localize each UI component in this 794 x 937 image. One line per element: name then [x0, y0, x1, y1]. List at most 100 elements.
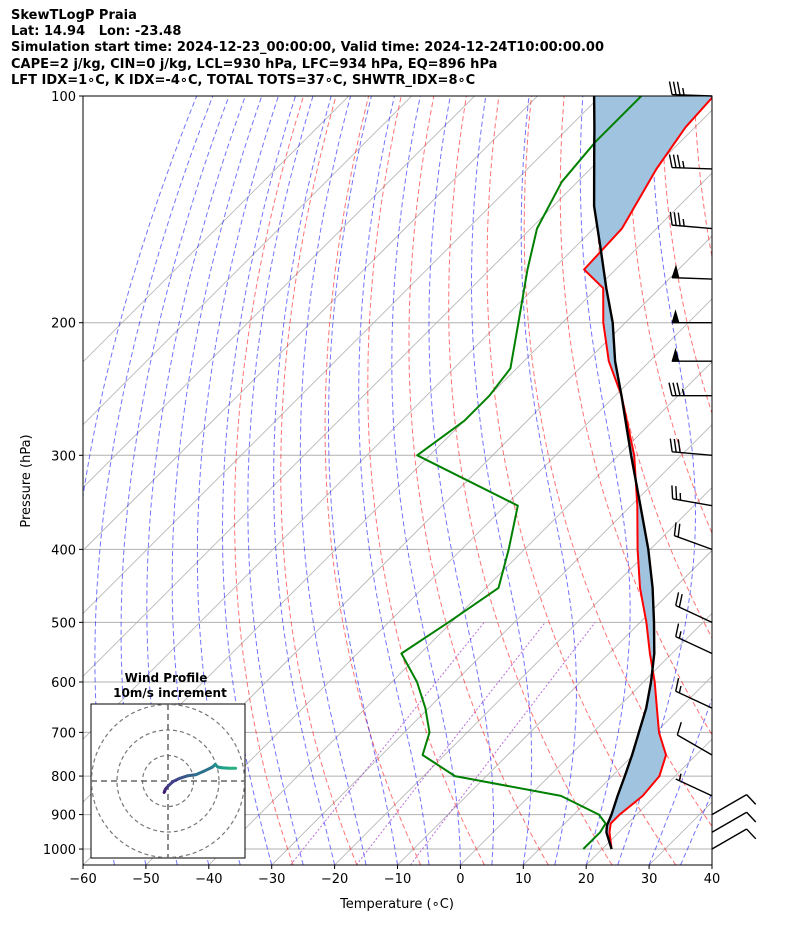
y-tick-label: 200	[51, 317, 76, 332]
moist-adiabat	[222, 96, 296, 865]
x-tick-label: −40	[195, 872, 222, 887]
chart-title-line-1: SkewTLogP Praia	[11, 8, 137, 23]
moist-adiabat	[617, 96, 696, 865]
moist-adiabat	[428, 96, 494, 865]
chart-title-line-5: LFT IDX=1∘C, K IDX=-4∘C, TOTAL TOTS=37∘C…	[11, 73, 476, 88]
dry-adiabat	[523, 96, 712, 828]
x-tick-label: −10	[384, 872, 411, 887]
x-tick-label: −20	[321, 872, 348, 887]
y-tick-label: 900	[51, 809, 76, 824]
isotherm-gridline	[83, 96, 538, 552]
chart-title-line-4: CAPE=2 j/kg, CIN=0 j/kg, LCL=930 hPa, LF…	[11, 57, 498, 72]
x-tick-label: 10	[515, 872, 532, 887]
chart-title-line-3: Simulation start time: 2024-12-23_00:00:…	[11, 40, 604, 55]
dry-adiabat	[280, 96, 358, 865]
hodograph-plot	[91, 704, 245, 858]
moist-adiabat	[471, 96, 533, 865]
x-tick-label: −50	[132, 872, 159, 887]
isotherm-gridline	[83, 96, 664, 677]
wind-barb	[671, 264, 713, 280]
isotherm-gridline	[334, 487, 712, 865]
parcel-path-line	[592, 96, 656, 850]
moist-adiabat	[196, 96, 279, 865]
y-axis-label: Pressure (hPa)	[19, 434, 34, 527]
moist-adiabat	[391, 96, 461, 865]
moist-adiabat	[579, 96, 631, 865]
x-tick-label: 40	[704, 872, 721, 887]
wind-barb	[668, 154, 713, 170]
isotherm-gridline	[83, 96, 475, 489]
moist-adiabat	[520, 96, 577, 865]
hodograph-trace-segment	[202, 765, 215, 773]
y-tick-label: 300	[51, 449, 76, 464]
isotherm-gridline	[83, 96, 412, 426]
hodograph-title-2: 10m/s increment	[113, 686, 227, 700]
x-tick-label: −60	[69, 872, 96, 887]
hodograph-title-1: Wind Profile	[125, 671, 208, 685]
chart-title-line-2: Lat: 14.94 Lon: -23.48	[11, 24, 182, 39]
moist-adiabat	[711, 863, 712, 865]
axes-layer: −60 −50 −40 −30 −20 −10 0 10 20 30 40 100 200 300 400 5…	[43, 90, 720, 887]
moist-adiabat	[247, 96, 314, 865]
dewpoint-line	[400, 96, 643, 850]
y-tick-label: 100	[51, 90, 76, 105]
moist-adiabat	[680, 791, 712, 865]
profile-lines-layer	[400, 96, 712, 850]
y-tick-label: 700	[51, 726, 76, 741]
moist-adiabat	[358, 96, 430, 865]
isotherm-gridline	[648, 801, 712, 865]
hodograph-trace-segment	[185, 773, 198, 778]
wind-barb	[711, 793, 757, 816]
temperature-line	[583, 96, 712, 850]
isotherm-gridline	[271, 424, 712, 865]
x-axis-label: Temperature (∘C)	[339, 897, 454, 912]
mixing-ratio-line	[409, 622, 596, 865]
x-tick-label: 0	[456, 872, 464, 887]
y-tick-label: 400	[51, 543, 76, 558]
y-tick-label: 500	[51, 616, 76, 631]
dry-adiabat	[760, 96, 794, 865]
moist-adiabat	[299, 96, 367, 865]
wind-barb	[668, 382, 712, 397]
wind-barb	[668, 81, 713, 97]
y-tick-label: 800	[51, 770, 76, 785]
y-tick-label: 1000	[43, 843, 76, 858]
moist-adiabat	[328, 96, 398, 865]
isotherm-gridline	[711, 864, 712, 865]
wind-barb	[669, 211, 713, 230]
wind-barb	[669, 438, 713, 456]
wind-barb	[711, 828, 757, 850]
isotherm-gridline	[83, 96, 601, 614]
wind-barb	[671, 485, 713, 507]
dry-adiabat	[408, 96, 549, 865]
x-tick-label: −30	[258, 872, 285, 887]
moist-adiabat	[273, 96, 336, 865]
mixing-ratio-line	[355, 622, 546, 865]
dry-adiabat	[661, 96, 712, 415]
dry-adiabat	[693, 96, 712, 259]
dry-adiabat	[367, 96, 485, 865]
wind-barbs-layer	[668, 81, 757, 850]
hodograph-inset: Wind Profile 10m/s increment	[90, 671, 246, 859]
x-tick-label: 30	[641, 872, 658, 887]
x-tick-label: 20	[578, 872, 595, 887]
wind-barb	[675, 773, 713, 797]
wind-barb	[676, 721, 713, 756]
wind-barb	[675, 623, 713, 655]
wind-barb	[671, 309, 712, 324]
dry-adiabat	[559, 96, 712, 736]
dry-adiabat	[448, 96, 613, 865]
isotherm-gridline	[460, 612, 712, 865]
dry-adiabat	[234, 96, 304, 865]
isotherm-gridline	[397, 549, 712, 865]
wind-barb	[711, 811, 757, 833]
isotherm-gridline	[208, 361, 712, 865]
wind-barb	[675, 678, 713, 709]
wind-barb	[675, 592, 713, 623]
isotherm-gridline	[83, 96, 350, 363]
dry-adiabat	[486, 96, 677, 865]
isotherm-gridline	[145, 298, 712, 865]
dry-adiabat	[727, 96, 794, 865]
dry-adiabat	[324, 96, 422, 865]
